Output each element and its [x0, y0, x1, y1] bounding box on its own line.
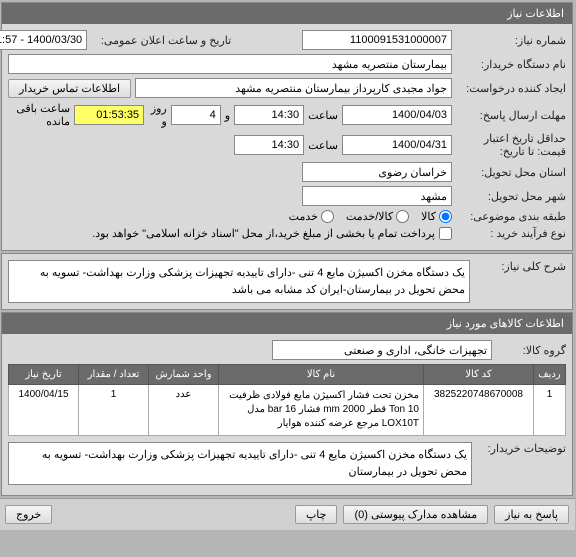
reply-button[interactable]: پاسخ به نیاز	[495, 505, 570, 524]
deadline-time[interactable]	[235, 105, 305, 125]
description-panel: شرح کلی نیاز: یک دستگاه مخزن اکسیژن مایع…	[2, 253, 574, 310]
footer-bar: پاسخ به نیاز مشاهده مدارک پیوستی (0) چاپ…	[0, 498, 576, 530]
validity-date[interactable]	[343, 135, 453, 155]
deadline-label: مهلت ارسال پاسخ:	[457, 109, 567, 122]
desc-label: شرح کلی نیاز:	[477, 260, 567, 273]
validity-time[interactable]	[235, 135, 305, 155]
process-label: نوع فرآیند خرید :	[457, 227, 567, 240]
th-unit: واحد شمارش	[150, 365, 220, 385]
buyer-note-text: یک دستگاه مخزن اکسیژن مایع 4 تنی -دارای …	[9, 442, 473, 485]
city-label: شهر محل تحویل:	[457, 190, 567, 203]
group-input[interactable]	[273, 340, 493, 360]
need-no-input[interactable]	[303, 30, 453, 50]
table-row[interactable]: 1 3825220748670008 مخزن تحت فشار اکسیژن …	[10, 385, 567, 436]
time-label: ساعت	[309, 109, 339, 122]
requester-input[interactable]	[136, 78, 453, 98]
buyer-label: نام دستگاه خریدار:	[457, 58, 567, 71]
days-label: روز و	[149, 102, 168, 128]
deadline-date[interactable]	[343, 105, 453, 125]
remain-input	[75, 105, 145, 125]
payment-checkbox[interactable]	[440, 227, 453, 240]
panel1-header: اطلاعات نیاز	[3, 3, 573, 24]
radio-svc-input[interactable]	[322, 210, 335, 223]
panel3-header: اطلاعات کالاهای مورد نیاز	[3, 313, 573, 334]
th-code: کد کالا	[425, 365, 535, 385]
cell-qty: 1	[80, 385, 150, 436]
radio-goods[interactable]: کالا	[422, 210, 453, 223]
and-label: و	[226, 109, 231, 122]
remain-label: ساعت باقی مانده	[9, 102, 71, 128]
desc-text: یک دستگاه مخزن اکسیژن مایع 4 تنی -دارای …	[9, 260, 471, 303]
items-table: ردیف کد کالا نام کالا واحد شمارش تعداد /…	[9, 364, 567, 436]
cell-code: 3825220748670008	[425, 385, 535, 436]
attachments-button[interactable]: مشاهده مدارک پیوستی (0)	[344, 505, 489, 524]
items-panel: اطلاعات کالاهای مورد نیاز گروه کالا: ردی…	[2, 312, 574, 496]
category-radios: کالا کالا/خدمت خدمت	[290, 210, 453, 223]
radio-goods-service[interactable]: کالا/خدمت	[347, 210, 410, 223]
validity-label: حداقل تاریخ اعتبار قیمت: تا تاریخ:	[457, 132, 567, 158]
radio-service[interactable]: خدمت	[290, 210, 335, 223]
exit-button[interactable]: خروج	[6, 505, 53, 524]
footer-spacer	[59, 505, 290, 524]
group-label: گروه کالا:	[497, 344, 567, 357]
payment-note: پرداخت تمام یا بخشی از مبلغ خرید،از محل …	[93, 227, 436, 240]
radio-goods-input[interactable]	[440, 210, 453, 223]
print-button[interactable]: چاپ	[296, 505, 339, 524]
cell-unit: عدد	[150, 385, 220, 436]
cell-idx: 1	[535, 385, 567, 436]
cell-name: مخزن تحت فشار اکسیژن مایع فولادی ظرفیت T…	[220, 385, 425, 436]
city-input[interactable]	[303, 186, 453, 206]
cell-date: 1400/04/15	[10, 385, 80, 436]
province-label: استان محل تحویل:	[457, 166, 567, 179]
th-qty: تعداد / مقدار	[80, 365, 150, 385]
th-date: تاریخ نیاز	[10, 365, 80, 385]
announce-label: تاریخ و ساعت اعلان عمومی:	[92, 34, 232, 47]
buyer-note-label: توضیحات خریدار:	[477, 442, 567, 455]
radio-gs-input[interactable]	[397, 210, 410, 223]
category-label: طبقه بندی موضوعی:	[457, 210, 567, 223]
province-input[interactable]	[303, 162, 453, 182]
need-no-label: شماره نیاز:	[457, 34, 567, 47]
time-label2: ساعت	[309, 139, 339, 152]
days-input[interactable]	[172, 105, 222, 125]
th-name: نام کالا	[220, 365, 425, 385]
th-row: ردیف	[535, 365, 567, 385]
requester-label: ایجاد کننده درخواست:	[457, 82, 567, 95]
buyer-input[interactable]	[9, 54, 453, 74]
contact-buyer-button[interactable]: اطلاعات تماس خریدار	[9, 79, 132, 98]
announce-input[interactable]	[0, 30, 88, 50]
payment-checkbox-row: پرداخت تمام یا بخشی از مبلغ خرید،از محل …	[93, 227, 453, 240]
need-info-panel: اطلاعات نیاز شماره نیاز: تاریخ و ساعت اع…	[2, 2, 574, 251]
